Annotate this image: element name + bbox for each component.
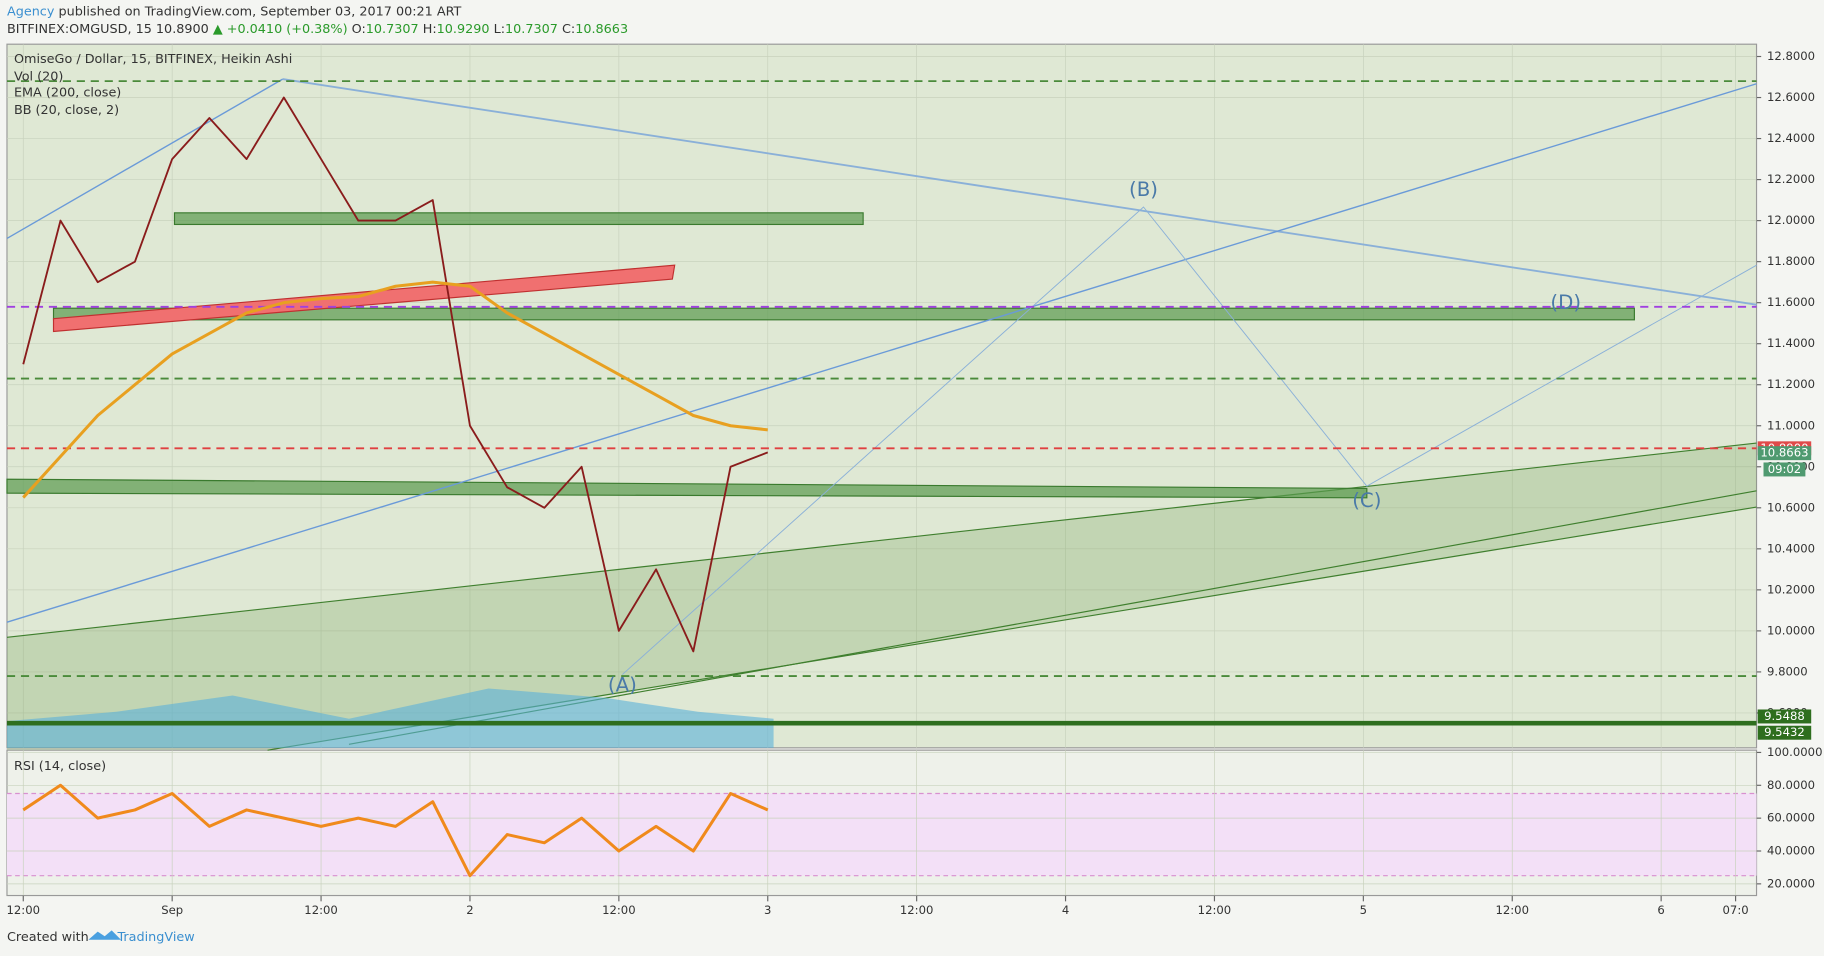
trendline (6, 78, 284, 240)
y-tick-label: 11.2000 (1767, 377, 1815, 391)
trendline (6, 83, 1757, 623)
h-value: 10.9290 (437, 22, 490, 37)
y-tick-label: 40.0000 (1767, 844, 1815, 858)
x-tick-label: 12:00 (304, 903, 338, 917)
zone (52, 307, 1635, 321)
rsi-band (6, 793, 1757, 876)
wave-label: (D) (1550, 291, 1581, 314)
wave-label: (C) (1352, 489, 1381, 512)
countdown: 09:02 (1768, 462, 1802, 476)
wave-label: (A) (608, 674, 637, 697)
y-tick-label: 10.0000 (1767, 623, 1815, 637)
symbol: BITFINEX:OMGUSD, 15 (7, 22, 152, 37)
x-tick-label: 12:00 (900, 903, 934, 917)
price-tag (1757, 725, 1812, 740)
y-tick-label: 11.4000 (1767, 336, 1815, 350)
h-label: H: (423, 22, 437, 37)
y-tick-label: 80.0000 (1767, 778, 1815, 792)
x-tick-label: 12:00 (7, 903, 41, 917)
c-value: 10.8663 (575, 22, 628, 37)
y-tick-label: 11.0000 (1767, 418, 1815, 432)
x-tick-label: 2 (466, 903, 473, 917)
legend-ema: EMA (200, close) (14, 86, 121, 101)
zone (173, 212, 864, 226)
y-tick-label: 11.6000 (1767, 295, 1815, 309)
price-tag (1757, 709, 1812, 724)
trendline (282, 78, 1757, 306)
c-label: C: (562, 22, 575, 37)
wave (622, 206, 1757, 675)
x-tick-label: 4 (1062, 903, 1069, 917)
footer-created: Created with (7, 930, 89, 945)
published: published on TradingView.com, September … (58, 4, 461, 19)
series-line (22, 280, 768, 499)
price-tag-label: 9.5488 (1764, 709, 1805, 723)
y-tick-label: 20.0000 (1767, 876, 1815, 890)
x-tick-label: 3 (764, 903, 771, 917)
series-line (22, 783, 769, 878)
x-tick-label: 07:0 (1723, 903, 1749, 917)
y-tick-label: 10.2000 (1767, 582, 1815, 596)
x-tick-label: 12:00 (602, 903, 636, 917)
legend-rsi: RSI (14, close) (14, 759, 106, 774)
header-line: Agency published on TradingView.com, Sep… (7, 4, 462, 19)
publisher[interactable]: Agency (7, 4, 55, 19)
brand-logo (88, 930, 121, 940)
x-tick-label: Sep (161, 903, 183, 917)
channel (52, 264, 676, 333)
legend-volume: Vol (20) (14, 69, 63, 84)
y-tick-label: 10.4000 (1767, 541, 1815, 555)
series-line (22, 96, 769, 653)
x-tick-label: 6 (1657, 903, 1664, 917)
volume (6, 688, 774, 748)
wave-label: (B) (1129, 178, 1158, 201)
y-tick-label: 12.4000 (1767, 131, 1815, 145)
symbol-line: BITFINEX:OMGUSD, 15 10.8900 ▲ +0.0410 (+… (7, 22, 628, 37)
wedge-line (6, 442, 1757, 638)
footer-brand[interactable]: TradingView (116, 930, 194, 945)
y-tick-label: 12.2000 (1767, 172, 1815, 186)
x-tick-label: 5 (1360, 903, 1367, 917)
legend-bb: BB (20, close, 2) (14, 103, 119, 118)
y-tick-label: 12.6000 (1767, 90, 1815, 104)
y-tick-label: 10.6000 (1767, 500, 1815, 514)
x-tick-label: 12:00 (1495, 903, 1529, 917)
y-tick-label: 12.0000 (1767, 213, 1815, 227)
countdown-tag (1763, 462, 1806, 477)
y-tick-label: 9.8000 (1767, 664, 1808, 678)
y-tick-label: 100.0000 (1767, 745, 1822, 759)
legend-main: OmiseGo / Dollar, 15, BITFINEX, Heikin A… (14, 52, 292, 67)
l-value: 10.7307 (505, 22, 558, 37)
price-tag (1757, 446, 1812, 461)
y-tick-label: 60.0000 (1767, 811, 1815, 825)
price-tag-label: 9.5432 (1764, 725, 1805, 739)
last-price: 10.8900 (156, 22, 209, 37)
y-tick-label: 11.8000 (1767, 254, 1815, 268)
price-tag-label: 10.8663 (1760, 446, 1808, 460)
x-tick-label: 12:00 (1198, 903, 1232, 917)
y-tick-label: 12.8000 (1767, 49, 1815, 63)
o-value: 10.7307 (366, 22, 419, 37)
change: ▲ +0.0410 (+0.38%) (213, 22, 348, 37)
zone (6, 478, 1368, 499)
o-label: O: (352, 22, 366, 37)
l-label: L: (494, 22, 505, 37)
wedge (6, 443, 1757, 751)
